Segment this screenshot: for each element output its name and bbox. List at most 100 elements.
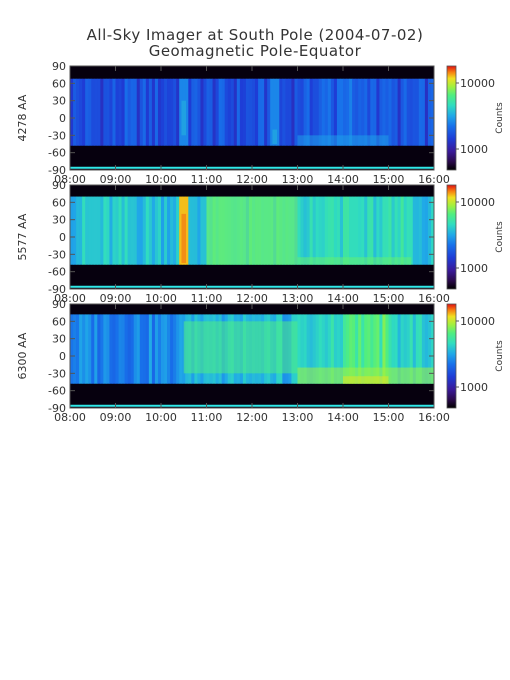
heatmap-column [330, 196, 335, 265]
x-tick-label: 12:00 [236, 173, 268, 186]
heatmap-column [109, 196, 113, 265]
heatmap-column [112, 314, 116, 384]
heatmap-column [248, 78, 253, 146]
heatmap-column [191, 78, 195, 146]
heatmap-column [106, 78, 110, 146]
heatmap-column [200, 196, 204, 265]
heatmap-column [373, 314, 377, 384]
heatmap-column [218, 78, 223, 146]
y-tick-label: 60 [52, 196, 66, 209]
heatmap-column [318, 78, 323, 146]
panel-3-colorbar: 10000 1000 Counts [446, 303, 505, 409]
heatmap-column [379, 78, 383, 146]
heatmap-column [139, 314, 144, 384]
x-tick-label: 16:00 [418, 173, 450, 186]
heatmap-column [297, 78, 301, 146]
heatmap-column [352, 78, 356, 146]
heatmap-feature [297, 135, 389, 146]
heatmap-column [161, 78, 165, 146]
heatmap-column [397, 314, 402, 384]
heatmap-column [142, 196, 147, 265]
colorbar-gradient [446, 303, 457, 409]
y-tick-label: -60 [48, 266, 66, 279]
x-tick-label: 16:00 [418, 411, 450, 424]
heatmap-feature [297, 367, 434, 384]
panel-3: 90 60 30 0 -30 -60 -90 6300 AA 08:00 09:00 10:00 11… [16, 298, 505, 424]
heatmap-column [291, 78, 295, 146]
panel-1-ylabel: 4278 AA [16, 94, 29, 141]
heatmap-column [91, 196, 95, 265]
heatmap-column [76, 78, 80, 146]
heatmap-column [167, 196, 171, 265]
heatmap-column [336, 314, 341, 384]
y-tick-label: 90 [52, 298, 66, 311]
heatmap-column [170, 78, 174, 146]
heatmap-column [151, 314, 156, 384]
heatmap-column [364, 314, 368, 384]
heatmap-column [221, 78, 226, 146]
heatmap-column [173, 196, 177, 265]
heatmap-column [418, 78, 423, 146]
heatmap-column [97, 314, 101, 384]
colorbar-tick-label: 1000 [460, 262, 488, 275]
heatmap-column [355, 78, 359, 146]
heatmap-column [148, 78, 153, 146]
heatmap-column [94, 314, 98, 384]
colorbar-label: Counts [495, 221, 505, 253]
heatmap-column [188, 78, 192, 146]
heatmap-column [154, 78, 159, 146]
heatmap-column [173, 78, 177, 146]
heatmap-column [397, 196, 402, 265]
heatmap-column [255, 78, 259, 146]
x-tick-label: 11:00 [191, 292, 223, 305]
heatmap-column [336, 78, 341, 146]
heatmap-column [154, 196, 159, 265]
colorbar-label: Counts [495, 102, 505, 134]
heatmap-column [151, 196, 156, 265]
heatmap-column [403, 78, 408, 146]
heatmap-column [82, 78, 86, 146]
heatmap-column [430, 196, 435, 265]
heatmap-column [118, 78, 122, 146]
heatmap-column [191, 196, 195, 265]
heatmap-feature [272, 129, 278, 144]
heatmap-column [91, 78, 95, 146]
heatmap-column [418, 314, 423, 384]
heatmap-column [88, 314, 92, 384]
x-tick-label: 13:00 [282, 411, 314, 424]
heatmap-column [421, 314, 426, 384]
heatmap-column [82, 314, 86, 384]
heatmap-column [330, 314, 335, 384]
colorbar-tick-label: 10000 [460, 196, 495, 209]
heatmap-column [76, 314, 80, 384]
heatmap-column [118, 314, 122, 384]
heatmap-column [245, 78, 250, 146]
heatmap-column [385, 314, 389, 384]
heatmap-column [388, 314, 392, 384]
heatmap-column [164, 196, 168, 265]
heatmap-column [242, 78, 247, 146]
heatmap-column [349, 314, 353, 384]
heatmap-column [157, 196, 162, 265]
heatmap-column [309, 314, 314, 384]
heatmap-column [427, 314, 432, 384]
y-tick-label: 90 [52, 60, 66, 73]
heatmap-feature [183, 321, 298, 374]
heatmap-column [403, 196, 408, 265]
heatmap-column [352, 196, 356, 265]
x-tick-label: 12:00 [236, 411, 268, 424]
heatmap-column [224, 78, 229, 146]
heatmap-column [300, 314, 304, 384]
y-tick-label: -30 [48, 248, 66, 261]
heatmap-column [94, 78, 98, 146]
heatmap-column [327, 314, 332, 384]
heatmap-feature [206, 196, 298, 265]
heatmap-feature [181, 100, 187, 136]
heatmap-column [355, 314, 359, 384]
heatmap-column [176, 78, 180, 146]
heatmap-column [145, 314, 150, 384]
heatmap-column [300, 78, 304, 146]
heatmap-column [106, 196, 110, 265]
heatmap-column [215, 78, 220, 146]
heatmap-column [70, 314, 74, 384]
